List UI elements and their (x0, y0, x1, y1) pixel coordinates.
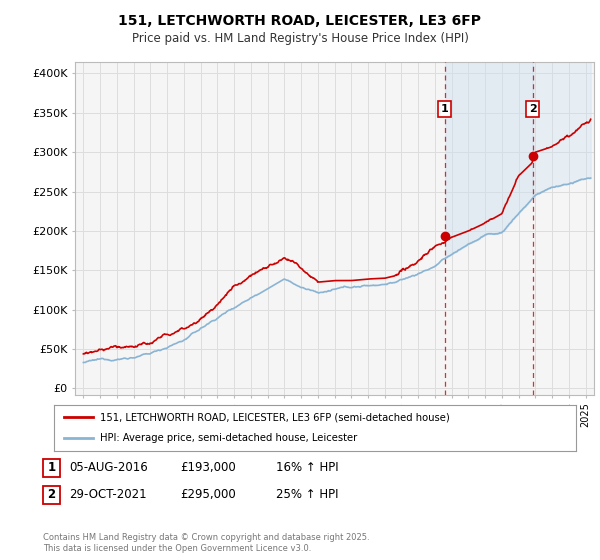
Text: 1: 1 (47, 461, 56, 474)
Text: £295,000: £295,000 (180, 488, 236, 501)
Text: Price paid vs. HM Land Registry's House Price Index (HPI): Price paid vs. HM Land Registry's House … (131, 32, 469, 45)
Text: 1: 1 (441, 104, 449, 114)
Text: 151, LETCHWORTH ROAD, LEICESTER, LE3 6FP: 151, LETCHWORTH ROAD, LEICESTER, LE3 6FP (119, 14, 482, 28)
Text: 2: 2 (47, 488, 56, 501)
Text: 151, LETCHWORTH ROAD, LEICESTER, LE3 6FP (semi-detached house): 151, LETCHWORTH ROAD, LEICESTER, LE3 6FP… (100, 412, 449, 422)
Text: 25% ↑ HPI: 25% ↑ HPI (276, 488, 338, 501)
Text: HPI: Average price, semi-detached house, Leicester: HPI: Average price, semi-detached house,… (100, 433, 357, 444)
Text: Contains HM Land Registry data © Crown copyright and database right 2025.
This d: Contains HM Land Registry data © Crown c… (43, 533, 370, 553)
Text: £193,000: £193,000 (180, 461, 236, 474)
Text: 2: 2 (529, 104, 536, 114)
Text: 05-AUG-2016: 05-AUG-2016 (69, 461, 148, 474)
Text: 29-OCT-2021: 29-OCT-2021 (69, 488, 146, 501)
Text: 16% ↑ HPI: 16% ↑ HPI (276, 461, 338, 474)
